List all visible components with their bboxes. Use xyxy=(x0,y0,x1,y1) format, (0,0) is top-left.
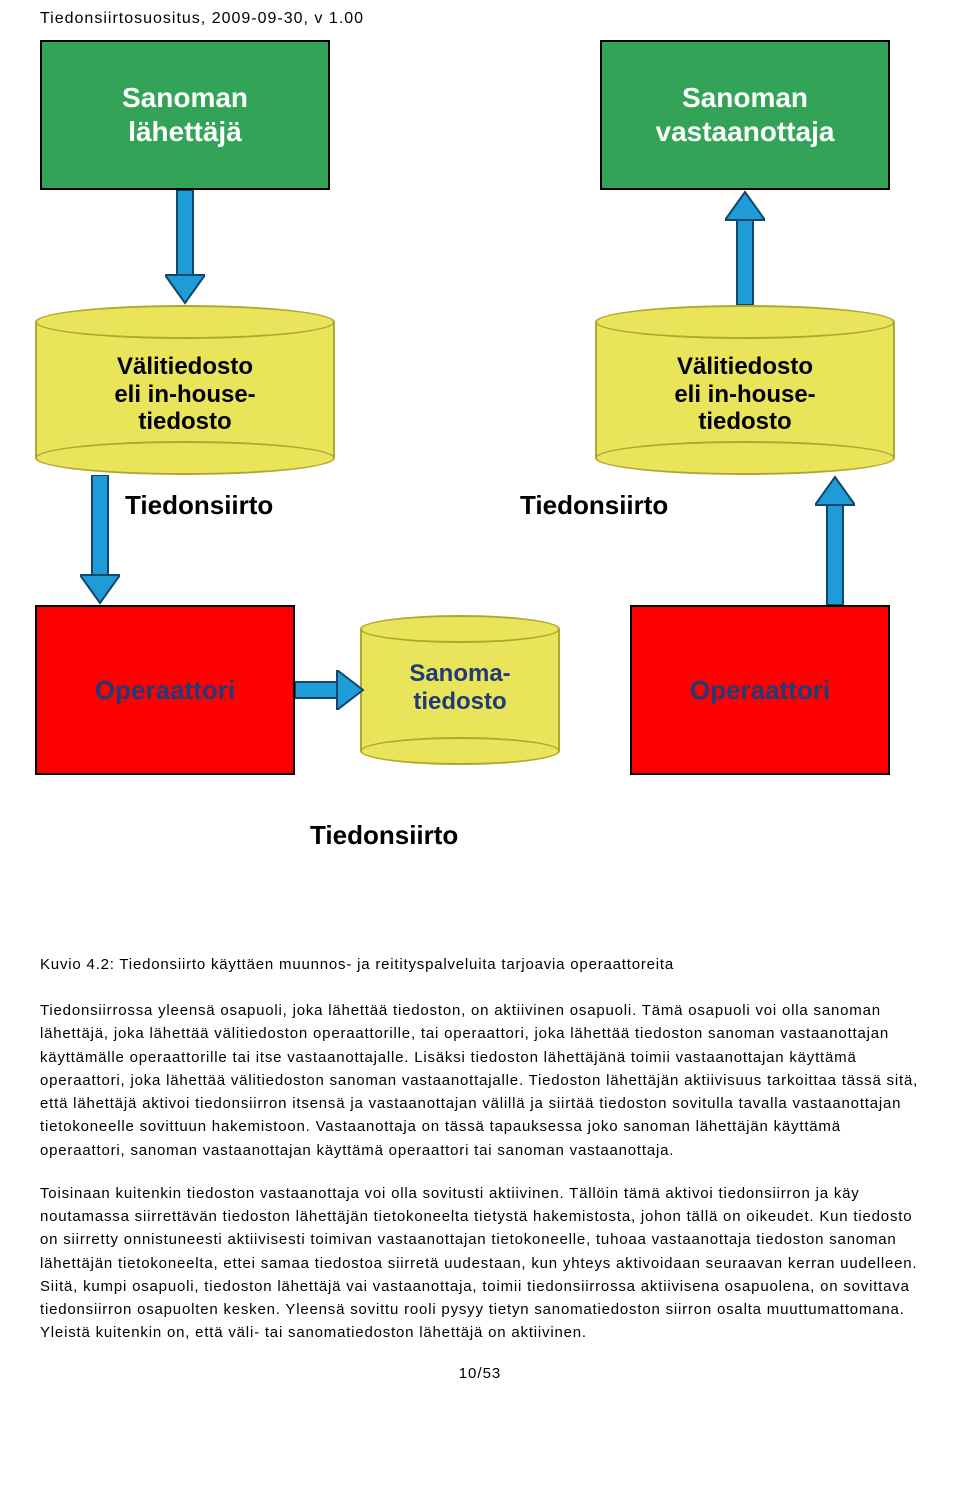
node-receiver-label: Sanomanvastaanottaja xyxy=(656,81,835,148)
figure-caption: Kuvio 4.2: Tiedonsiirto käyttäen muunnos… xyxy=(40,956,920,973)
arrow-down-op-left xyxy=(80,475,120,605)
label-ts-left: Tiedonsiirto xyxy=(125,490,273,521)
node-op-left-label: Operaattori xyxy=(95,675,235,706)
label-ts-bottom: Tiedonsiirto xyxy=(310,820,458,851)
body-paragraph-1: Tiedonsiirrossa yleensä osapuoli, joka l… xyxy=(40,999,920,1162)
body-paragraph-2: Toisinaan kuitenkin tiedoston vastaanott… xyxy=(40,1182,920,1345)
node-cyl-right: Välitiedostoeli in-house-tiedosto xyxy=(595,305,895,475)
arrow-up-op-right xyxy=(815,475,855,605)
node-cyl-left: Välitiedostoeli in-house-tiedosto xyxy=(35,305,335,475)
node-cyl-left-label: Välitiedostoeli in-house-tiedosto xyxy=(35,353,335,436)
node-cyl-mid-label: Sanoma-tiedosto xyxy=(360,660,560,715)
node-op-left: Operaattori xyxy=(35,605,295,775)
node-receiver: Sanomanvastaanottaja xyxy=(600,40,890,190)
node-sender-label: Sanomanlähettäjä xyxy=(122,81,248,148)
doc-header: Tiedonsiirtosuositus, 2009-09-30, v 1.00 xyxy=(40,10,920,28)
diagram-flow: Sanomanlähettäjä Sanomanvastaanottaja Vä… xyxy=(40,40,920,950)
arrow-up-right xyxy=(725,190,765,305)
label-ts-right: Tiedonsiirto xyxy=(520,490,668,521)
node-cyl-right-label: Välitiedostoeli in-house-tiedosto xyxy=(595,353,895,436)
node-sender: Sanomanlähettäjä xyxy=(40,40,330,190)
arrow-right-mid xyxy=(295,670,365,710)
page-number: 10/53 xyxy=(40,1365,920,1382)
node-op-right: Operaattori xyxy=(630,605,890,775)
arrow-down-left xyxy=(165,190,205,305)
node-op-right-label: Operaattori xyxy=(690,675,830,706)
node-cyl-mid: Sanoma-tiedosto xyxy=(360,615,560,765)
